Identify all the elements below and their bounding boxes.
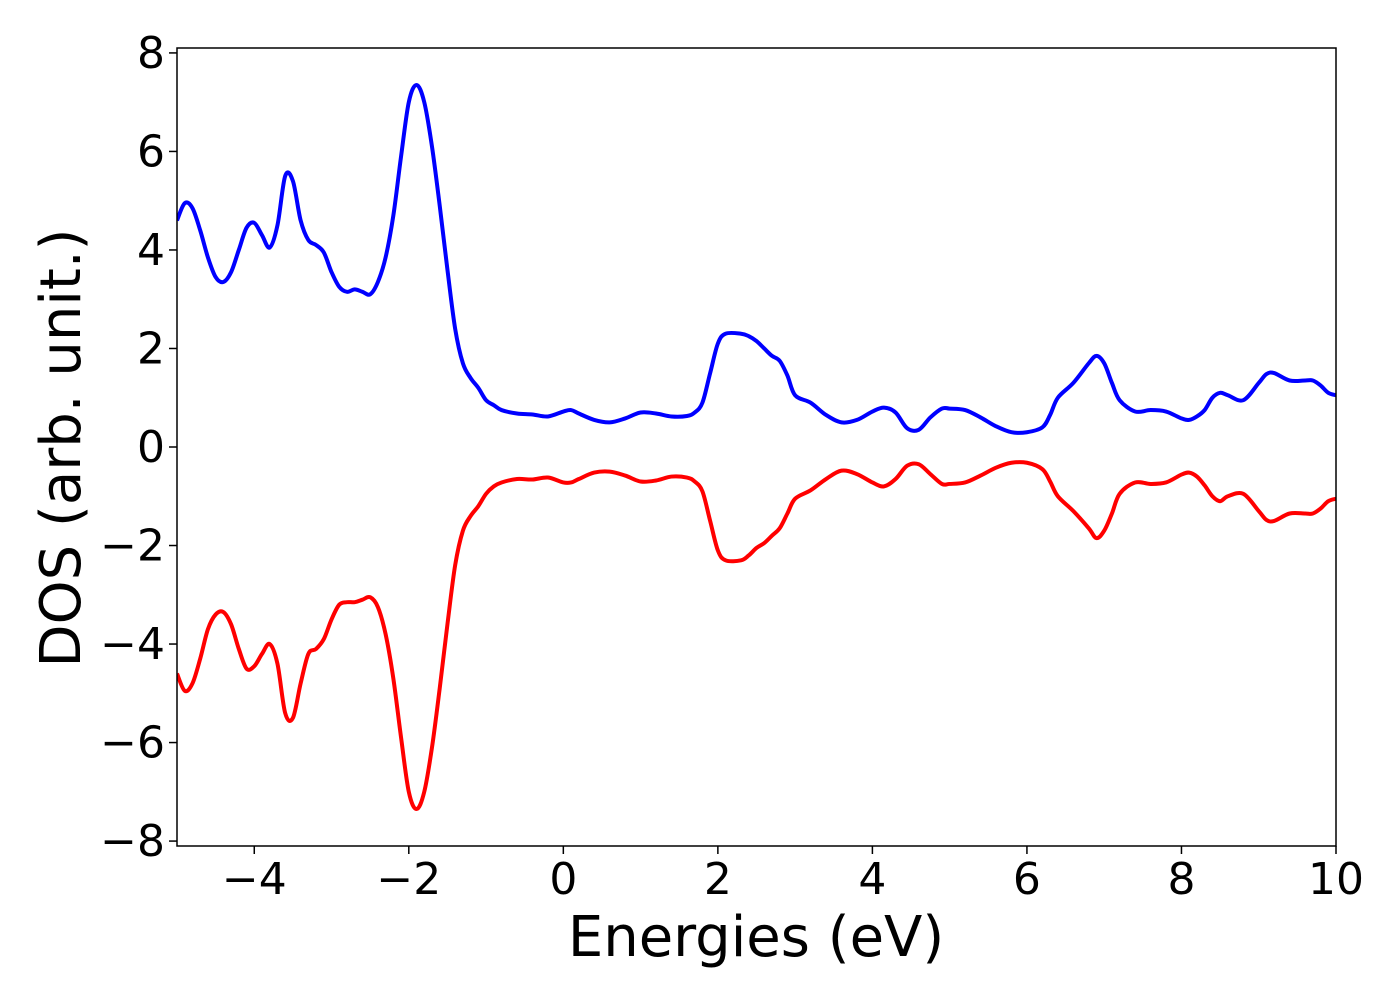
y-tick-label: 0 bbox=[137, 422, 165, 473]
y-axis: 8 6 4 2 0 −2 −4 −6 −8 bbox=[100, 28, 177, 867]
y-tick-label: −4 bbox=[100, 619, 165, 670]
y-tick-label: 6 bbox=[137, 126, 165, 177]
plot-frame bbox=[176, 47, 1337, 847]
x-tick-label: 0 bbox=[549, 854, 577, 905]
y-tick-label: 2 bbox=[137, 323, 165, 374]
x-tick-label: −4 bbox=[222, 854, 287, 905]
y-tick-label: −2 bbox=[100, 521, 165, 572]
x-tick-label: 8 bbox=[1167, 854, 1195, 905]
x-axis: −4 −2 0 2 4 6 8 10 bbox=[222, 846, 1364, 905]
x-tick-label: 6 bbox=[1013, 854, 1041, 905]
dos-series-line-0 bbox=[177, 82, 1336, 435]
y-tick-label: −8 bbox=[100, 816, 165, 867]
y-tick-label: 4 bbox=[137, 225, 165, 276]
x-tick-label: 10 bbox=[1308, 854, 1364, 905]
y-axis-label: DOS (arb. unit.) bbox=[29, 228, 94, 667]
x-tick-label: −2 bbox=[376, 854, 441, 905]
y-tick-label: 8 bbox=[137, 28, 165, 79]
x-axis-label: Energies (eV) bbox=[568, 905, 944, 970]
series-layer bbox=[177, 82, 1336, 812]
x-tick-label: 2 bbox=[704, 854, 732, 905]
y-tick-label: −6 bbox=[100, 718, 165, 769]
dos-series-line-1 bbox=[177, 460, 1336, 812]
x-tick-label: 4 bbox=[858, 854, 886, 905]
